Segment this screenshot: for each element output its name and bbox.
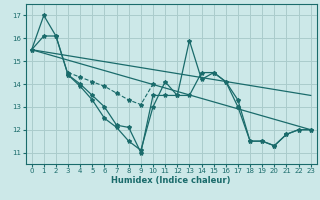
X-axis label: Humidex (Indice chaleur): Humidex (Indice chaleur) (111, 176, 231, 185)
